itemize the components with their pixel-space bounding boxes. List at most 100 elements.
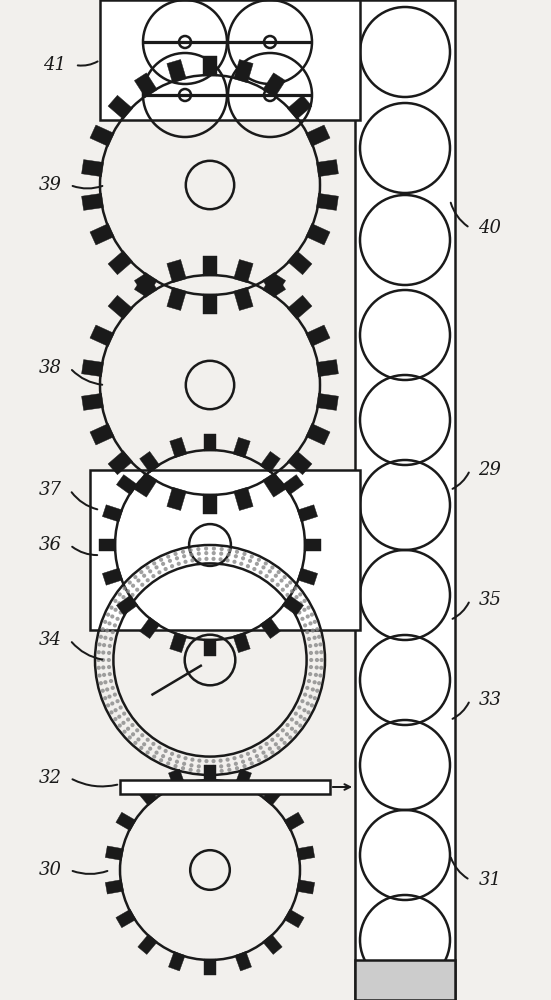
- Circle shape: [122, 604, 126, 608]
- Circle shape: [285, 732, 289, 736]
- Circle shape: [285, 723, 290, 727]
- Circle shape: [197, 557, 202, 561]
- Circle shape: [277, 746, 281, 750]
- Text: 36: 36: [39, 536, 62, 554]
- Circle shape: [114, 708, 118, 712]
- Circle shape: [154, 751, 159, 755]
- Circle shape: [290, 589, 294, 593]
- Polygon shape: [288, 295, 312, 319]
- Circle shape: [106, 703, 110, 707]
- Circle shape: [175, 556, 179, 560]
- Circle shape: [310, 703, 314, 707]
- Circle shape: [110, 606, 114, 610]
- Circle shape: [164, 567, 168, 571]
- Circle shape: [305, 630, 309, 634]
- Polygon shape: [284, 812, 304, 831]
- Circle shape: [170, 752, 174, 756]
- Circle shape: [107, 658, 111, 662]
- Circle shape: [104, 636, 107, 640]
- Circle shape: [309, 621, 312, 625]
- Text: 40: 40: [478, 219, 501, 237]
- Circle shape: [99, 635, 103, 639]
- Circle shape: [233, 756, 236, 760]
- Circle shape: [105, 687, 109, 692]
- Circle shape: [168, 757, 172, 761]
- Polygon shape: [284, 909, 304, 928]
- Circle shape: [314, 643, 318, 647]
- Circle shape: [315, 650, 319, 655]
- Circle shape: [312, 680, 317, 684]
- Circle shape: [190, 763, 193, 767]
- Circle shape: [226, 553, 231, 557]
- Text: 33: 33: [478, 691, 501, 709]
- Circle shape: [313, 696, 317, 700]
- Circle shape: [122, 586, 127, 590]
- Circle shape: [220, 547, 224, 551]
- Circle shape: [308, 644, 312, 648]
- Polygon shape: [204, 639, 216, 656]
- Circle shape: [290, 727, 294, 731]
- Circle shape: [107, 672, 112, 676]
- Bar: [120, 780, 330, 794]
- Circle shape: [133, 575, 137, 579]
- Circle shape: [306, 614, 310, 619]
- Circle shape: [111, 686, 115, 690]
- Circle shape: [279, 578, 284, 583]
- Circle shape: [317, 681, 321, 685]
- Circle shape: [277, 570, 281, 574]
- Circle shape: [158, 570, 161, 574]
- Circle shape: [188, 548, 193, 552]
- Circle shape: [105, 628, 109, 633]
- Polygon shape: [203, 56, 217, 76]
- Circle shape: [293, 730, 298, 734]
- Polygon shape: [82, 393, 104, 410]
- Polygon shape: [235, 951, 251, 971]
- Polygon shape: [134, 273, 158, 298]
- Circle shape: [293, 586, 298, 590]
- Circle shape: [96, 666, 101, 670]
- Circle shape: [306, 701, 310, 706]
- Polygon shape: [167, 287, 186, 311]
- Circle shape: [145, 578, 150, 582]
- Bar: [100, 0, 360, 120]
- Polygon shape: [306, 325, 330, 346]
- Circle shape: [306, 606, 311, 610]
- Circle shape: [252, 567, 256, 571]
- Polygon shape: [298, 505, 317, 522]
- Polygon shape: [263, 73, 285, 98]
- Circle shape: [234, 762, 238, 766]
- Polygon shape: [90, 125, 114, 146]
- Circle shape: [225, 758, 230, 762]
- Circle shape: [239, 562, 244, 566]
- Circle shape: [302, 708, 306, 712]
- Circle shape: [261, 751, 266, 755]
- Circle shape: [235, 550, 239, 554]
- Circle shape: [276, 733, 280, 737]
- Circle shape: [197, 759, 202, 763]
- Circle shape: [145, 565, 150, 570]
- Circle shape: [107, 695, 111, 699]
- Polygon shape: [288, 451, 312, 475]
- Polygon shape: [282, 595, 304, 615]
- Text: 30: 30: [39, 861, 62, 879]
- Circle shape: [212, 557, 215, 561]
- Circle shape: [268, 747, 272, 751]
- Circle shape: [118, 705, 123, 710]
- Polygon shape: [296, 880, 315, 894]
- Circle shape: [274, 742, 278, 746]
- Circle shape: [188, 768, 193, 772]
- Polygon shape: [105, 846, 123, 860]
- Circle shape: [279, 737, 284, 742]
- Polygon shape: [134, 73, 158, 98]
- Circle shape: [212, 769, 216, 774]
- Circle shape: [274, 574, 278, 578]
- Polygon shape: [304, 539, 321, 551]
- Circle shape: [102, 643, 106, 647]
- Polygon shape: [288, 95, 312, 119]
- Circle shape: [234, 554, 238, 558]
- Circle shape: [152, 755, 156, 759]
- Circle shape: [241, 556, 245, 560]
- Circle shape: [101, 689, 105, 693]
- Circle shape: [121, 721, 126, 725]
- Polygon shape: [170, 437, 187, 458]
